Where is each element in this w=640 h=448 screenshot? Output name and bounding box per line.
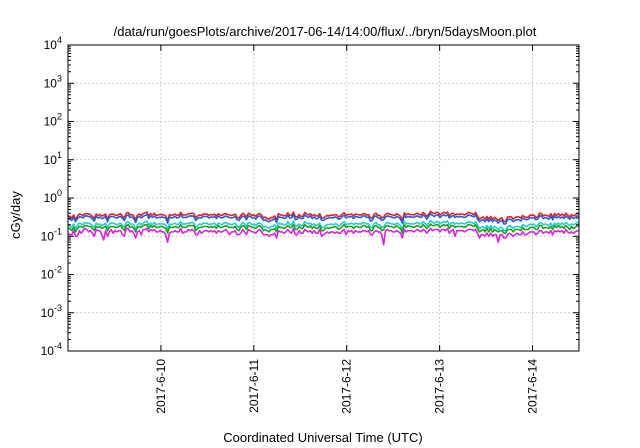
y-tick-labels: 10-4 10-3 10-2 10-1 100 101 102 103 104 [41, 35, 62, 358]
series-line-1 [67, 210, 580, 223]
y-tick-label: 100 [44, 188, 62, 205]
x-tick-label: 2017-6-12 [340, 359, 354, 414]
y-tick-label: 10-1 [41, 226, 62, 243]
y-tick-label: 103 [44, 73, 62, 90]
y-tick-label: 101 [44, 150, 62, 167]
series-line-5 [67, 227, 579, 246]
y-tick-label: 10-4 [41, 341, 62, 358]
y-tick-label: 10-2 [41, 265, 62, 282]
x-tick-label: 2017-6-13 [433, 359, 447, 414]
series-line-2 [67, 212, 580, 225]
grid-layer [68, 45, 579, 351]
x-tick-label: 2017-6-14 [526, 359, 540, 414]
series-line-4 [68, 223, 580, 235]
x-axis-label: Coordinated Universal Time (UTC) [223, 430, 422, 445]
series-layer [67, 210, 580, 246]
chart-title: /data/run/goesPlots/archive/2017-06-14/1… [114, 24, 537, 39]
series-line-3 [68, 219, 580, 232]
y-tick-label: 10-3 [41, 303, 62, 320]
x-tick-label: 2017-6-11 [247, 359, 261, 413]
y-axis-label: cGy/day [8, 191, 23, 239]
y-tick-label: 104 [44, 35, 62, 52]
x-tick-labels: 2017-6-10 2017-6-11 2017-6-12 2017-6-13 2017… [154, 359, 540, 414]
tick-layer [68, 44, 579, 352]
x-tick-label: 2017-6-10 [154, 359, 168, 414]
y-tick-label: 102 [44, 112, 62, 129]
